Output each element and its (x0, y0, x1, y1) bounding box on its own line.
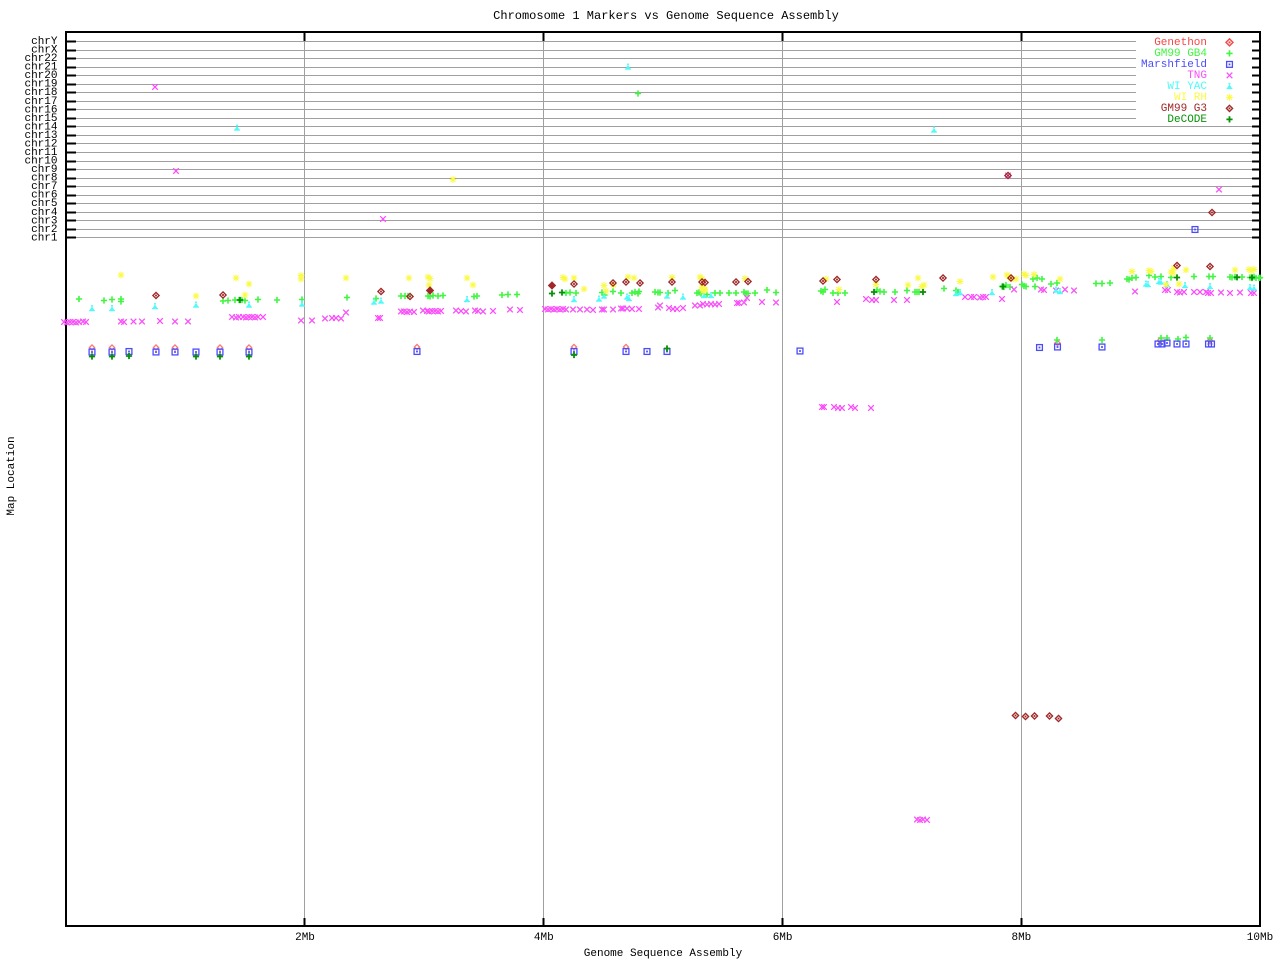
svg-text:WI YAC: WI YAC (1167, 81, 1207, 93)
svg-text:chr17: chr17 (24, 96, 57, 108)
svg-text:TNG: TNG (1187, 70, 1207, 82)
svg-text:chr2: chr2 (31, 224, 57, 236)
svg-text:Marshfield: Marshfield (1141, 59, 1207, 71)
svg-text:6Mb: 6Mb (773, 932, 793, 944)
svg-text:chr14: chr14 (24, 121, 57, 133)
svg-text:4Mb: 4Mb (534, 932, 554, 944)
svg-text:chr13: chr13 (24, 130, 57, 142)
svg-text:chr3: chr3 (31, 215, 57, 227)
svg-text:8Mb: 8Mb (1011, 932, 1031, 944)
svg-text:chr6: chr6 (31, 190, 57, 202)
svg-text:Genome Sequence Assembly: Genome Sequence Assembly (584, 948, 743, 960)
svg-text:WI RH: WI RH (1174, 92, 1207, 104)
svg-text:2Mb: 2Mb (295, 932, 315, 944)
svg-text:Genethon: Genethon (1154, 37, 1207, 49)
svg-text:10Mb: 10Mb (1247, 932, 1273, 944)
svg-text:GM99 GB4: GM99 GB4 (1154, 48, 1207, 60)
svg-text:chr7: chr7 (31, 181, 57, 193)
svg-text:chr12: chr12 (24, 138, 57, 150)
svg-text:chr15: chr15 (24, 113, 57, 125)
svg-text:chr1: chr1 (31, 232, 58, 244)
svg-text:chr21: chr21 (24, 62, 57, 74)
svg-text:Chromosome 1 Markers vs Genome: Chromosome 1 Markers vs Genome Sequence … (493, 9, 839, 23)
svg-text:Map Location: Map Location (6, 436, 18, 515)
svg-text:chrY: chrY (31, 36, 58, 48)
svg-text:DeCODE: DeCODE (1167, 114, 1207, 126)
svg-text:chrX: chrX (31, 45, 58, 57)
svg-text:chr10: chr10 (24, 156, 57, 168)
svg-text:chr19: chr19 (24, 79, 57, 91)
svg-text:chr16: chr16 (24, 104, 57, 116)
svg-text:chr20: chr20 (24, 70, 57, 82)
svg-text:GM99 G3: GM99 G3 (1161, 103, 1207, 115)
svg-text:chr4: chr4 (31, 207, 58, 219)
svg-text:chr5: chr5 (31, 198, 57, 210)
svg-text:chr18: chr18 (24, 87, 57, 99)
svg-text:chr11: chr11 (24, 147, 57, 159)
svg-text:chr8: chr8 (31, 173, 57, 185)
svg-text:chr9: chr9 (31, 164, 57, 176)
svg-text:chr22: chr22 (24, 53, 57, 65)
